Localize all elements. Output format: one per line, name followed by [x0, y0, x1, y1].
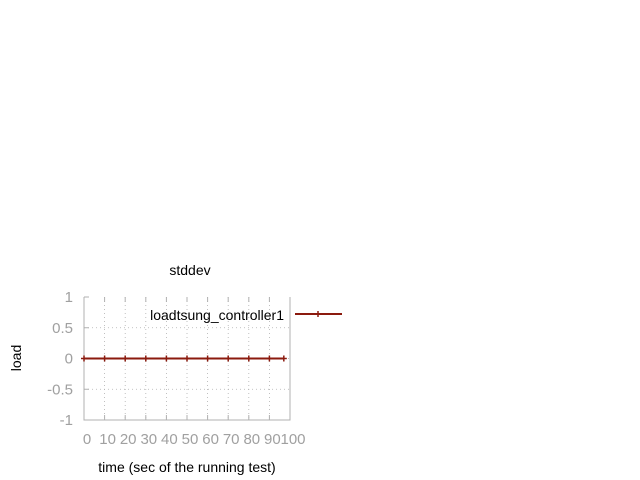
- x-tick-label: 50: [182, 431, 199, 448]
- grid-lines: [84, 297, 290, 420]
- y-tick-label: 1: [65, 289, 73, 306]
- x-axis-label: time (sec of the running test): [98, 459, 275, 475]
- y-tick-label: -0.5: [47, 381, 73, 398]
- x-tick-label: 80: [243, 431, 260, 448]
- chart-title: stddev: [169, 262, 210, 278]
- x-tick-label: 90: [264, 431, 281, 448]
- x-tick-label: 100: [280, 431, 305, 448]
- data-point: [225, 355, 232, 362]
- x-tick-label: 70: [223, 431, 240, 448]
- x-tick-label: 0: [83, 431, 91, 448]
- x-axis-ticks: 0 10 20 30 40 50 60 70 80 90 100: [83, 297, 306, 448]
- data-point: [266, 355, 273, 362]
- y-axis-ticks: -1 -0.5 0 0.5 1: [47, 289, 89, 429]
- y-tick-label: 0.5: [52, 320, 73, 337]
- y-tick-label: 0: [65, 351, 73, 368]
- data-point: [163, 355, 170, 362]
- legend: loadtsung_controller1: [150, 307, 342, 323]
- x-tick-label: 60: [202, 431, 219, 448]
- data-point: [101, 355, 108, 362]
- y-axis-label: load: [8, 345, 24, 371]
- x-tick-label: 20: [120, 431, 137, 448]
- data-point: [204, 355, 211, 362]
- series-layer: [81, 355, 287, 362]
- data-point: [81, 355, 87, 362]
- x-tick-label: 30: [140, 431, 157, 448]
- y-tick-label: -1: [60, 412, 73, 429]
- data-point: [122, 355, 129, 362]
- data-point: [245, 355, 252, 362]
- x-tick-label: 40: [161, 431, 178, 448]
- data-point: [142, 355, 149, 362]
- legend-label: loadtsung_controller1: [150, 307, 284, 323]
- legend-marker: [315, 311, 321, 317]
- data-point: [280, 355, 287, 362]
- data-point: [184, 355, 190, 362]
- x-tick-label: 10: [99, 431, 116, 448]
